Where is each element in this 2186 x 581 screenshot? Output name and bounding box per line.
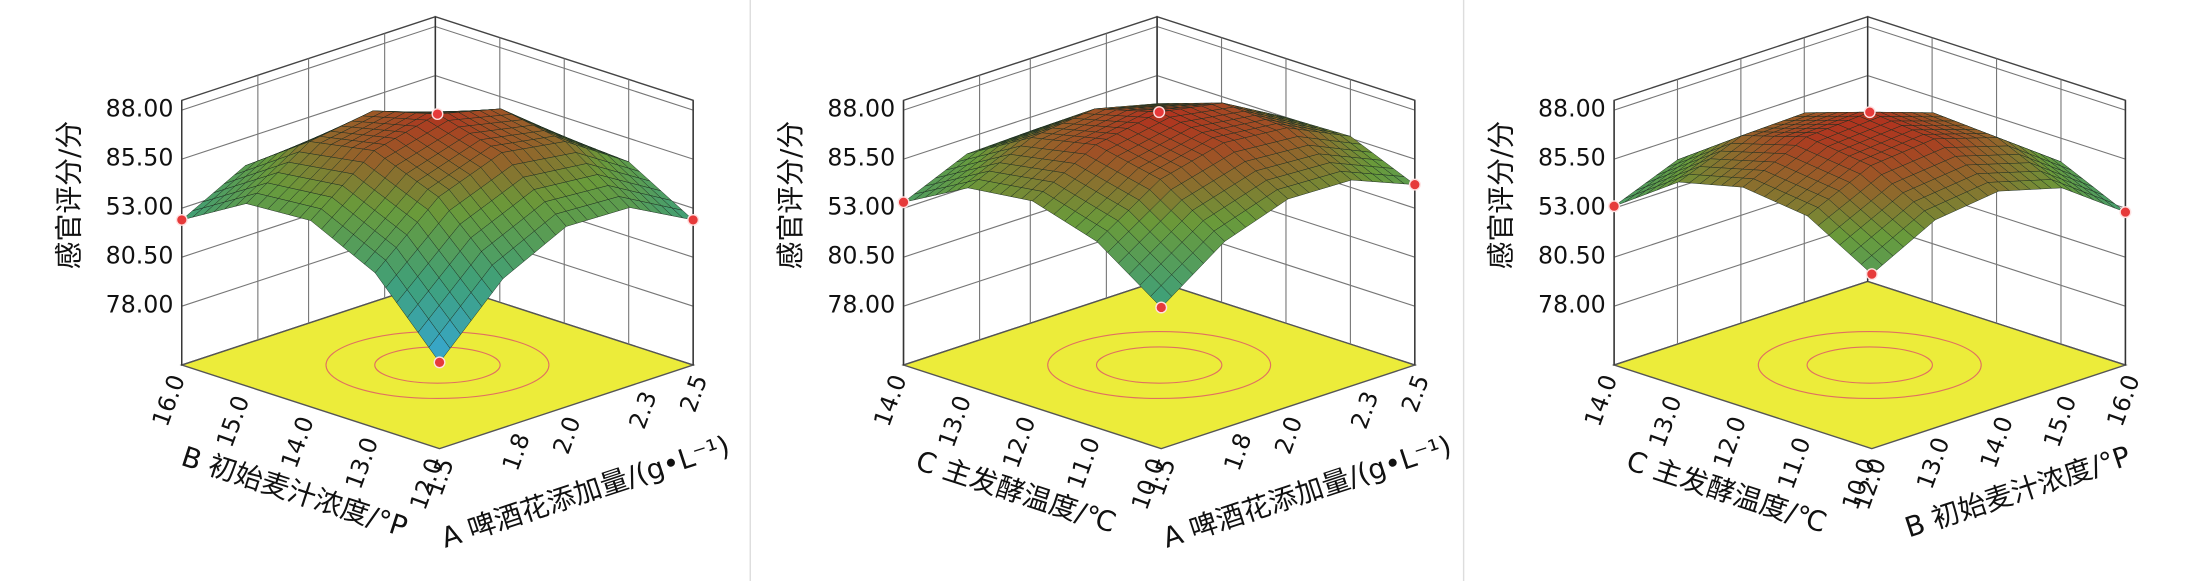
surface-patch [1150, 285, 1173, 308]
design-point [431, 108, 444, 121]
design-point [433, 356, 446, 369]
z-tick-label: 78.00 [106, 291, 174, 319]
design-point [1865, 268, 1878, 281]
design-point [2119, 206, 2132, 219]
floor-contour [1095, 346, 1223, 384]
z-tick-label: 53.00 [1538, 193, 1606, 221]
z-tick-label: 80.50 [827, 242, 895, 270]
design-point [1408, 178, 1421, 191]
design-point [1863, 106, 1876, 119]
design-point [1155, 301, 1168, 314]
z-tick-label: 53.00 [827, 193, 895, 221]
design-point [897, 196, 910, 209]
surface-patch [428, 333, 451, 363]
z-tick-label: 80.50 [1538, 242, 1606, 270]
z-tick-label: 78.00 [1538, 291, 1606, 319]
design-point [687, 213, 700, 226]
z-tick-label: 85.50 [1538, 144, 1606, 172]
floor-contour [1806, 346, 1934, 384]
floor-contour [1047, 331, 1272, 400]
floor-contour [1757, 331, 1982, 400]
design-point [1153, 106, 1166, 119]
z-tick-label: 80.50 [106, 242, 174, 270]
z-tick-label: 85.50 [106, 144, 174, 172]
z-tick-label: 53.00 [106, 193, 174, 221]
design-point [175, 213, 188, 226]
z-axis-title: 感官评分/分 [774, 121, 807, 270]
z-tick-label: 88.00 [106, 95, 174, 123]
z-axis-title: 感官评分/分 [52, 121, 85, 270]
z-tick-label: 88.00 [827, 95, 895, 123]
design-point [1608, 200, 1621, 213]
z-tick-label: 88.00 [1538, 95, 1606, 123]
z-tick-label: 78.00 [827, 291, 895, 319]
z-axis-title: 感官评分/分 [1485, 121, 1518, 270]
surface-patch [1860, 255, 1883, 275]
z-tick-label: 85.50 [827, 144, 895, 172]
